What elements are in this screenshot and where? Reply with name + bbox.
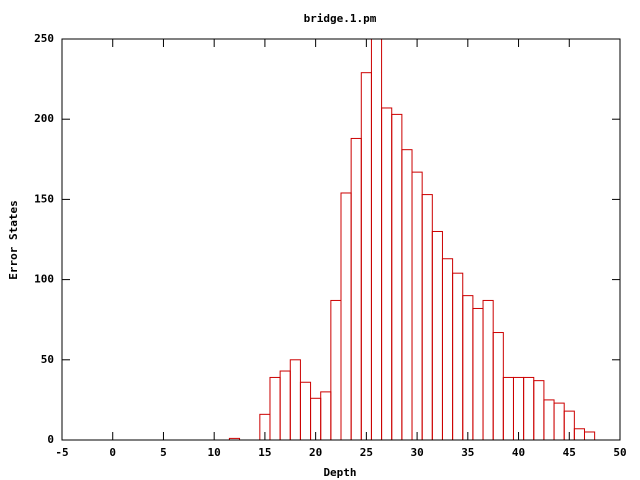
- bar: [543, 399, 555, 441]
- bar: [482, 299, 494, 441]
- bar: [299, 381, 312, 441]
- x-tick-label: 35: [461, 446, 474, 459]
- y-tick-label: 250: [34, 32, 54, 45]
- y-tick-label: 100: [34, 273, 54, 286]
- bar: [411, 171, 423, 441]
- y-tick-label: 150: [34, 192, 54, 205]
- bar: [472, 307, 484, 441]
- bar: [340, 192, 352, 441]
- bar: [492, 332, 504, 441]
- bar: [452, 272, 464, 441]
- bar: [370, 38, 383, 441]
- bar: [462, 295, 474, 441]
- bar: [502, 376, 514, 441]
- x-tick-label: 20: [309, 446, 322, 459]
- x-tick-label: 50: [613, 446, 626, 459]
- x-tick-label: 10: [208, 446, 221, 459]
- x-tick-label: 40: [512, 446, 525, 459]
- bar: [391, 113, 403, 441]
- y-tick-label: 200: [34, 112, 54, 125]
- bar: [381, 107, 393, 441]
- bar: [431, 230, 443, 441]
- x-tick-label: 0: [109, 446, 116, 459]
- x-tick-label: -5: [55, 446, 68, 459]
- bar: [320, 391, 332, 441]
- x-tick-label: 45: [563, 446, 576, 459]
- x-tick-label: 30: [410, 446, 423, 459]
- plot-frame: [61, 38, 621, 441]
- bar: [421, 194, 433, 441]
- y-tick-label: 50: [41, 353, 54, 366]
- bar: [533, 380, 545, 441]
- x-tick-label: 5: [160, 446, 167, 459]
- y-axis-label: Error States: [7, 200, 20, 279]
- bar: [553, 402, 565, 441]
- bar: [279, 370, 291, 441]
- bar: [523, 376, 535, 441]
- bar: [269, 376, 281, 441]
- bar: [583, 431, 596, 441]
- bar: [512, 376, 525, 441]
- chart-title: bridge.1.pm: [304, 12, 377, 25]
- x-tick-label: 25: [360, 446, 373, 459]
- y-tick-label: 0: [47, 433, 54, 446]
- bar: [573, 428, 585, 441]
- x-tick-label: 15: [258, 446, 271, 459]
- bar: [401, 149, 413, 441]
- bar: [441, 258, 454, 441]
- bar: [360, 72, 372, 441]
- x-axis-label: Depth: [323, 466, 356, 479]
- bar: [289, 359, 301, 441]
- bar: [330, 299, 342, 441]
- bar: [350, 137, 362, 441]
